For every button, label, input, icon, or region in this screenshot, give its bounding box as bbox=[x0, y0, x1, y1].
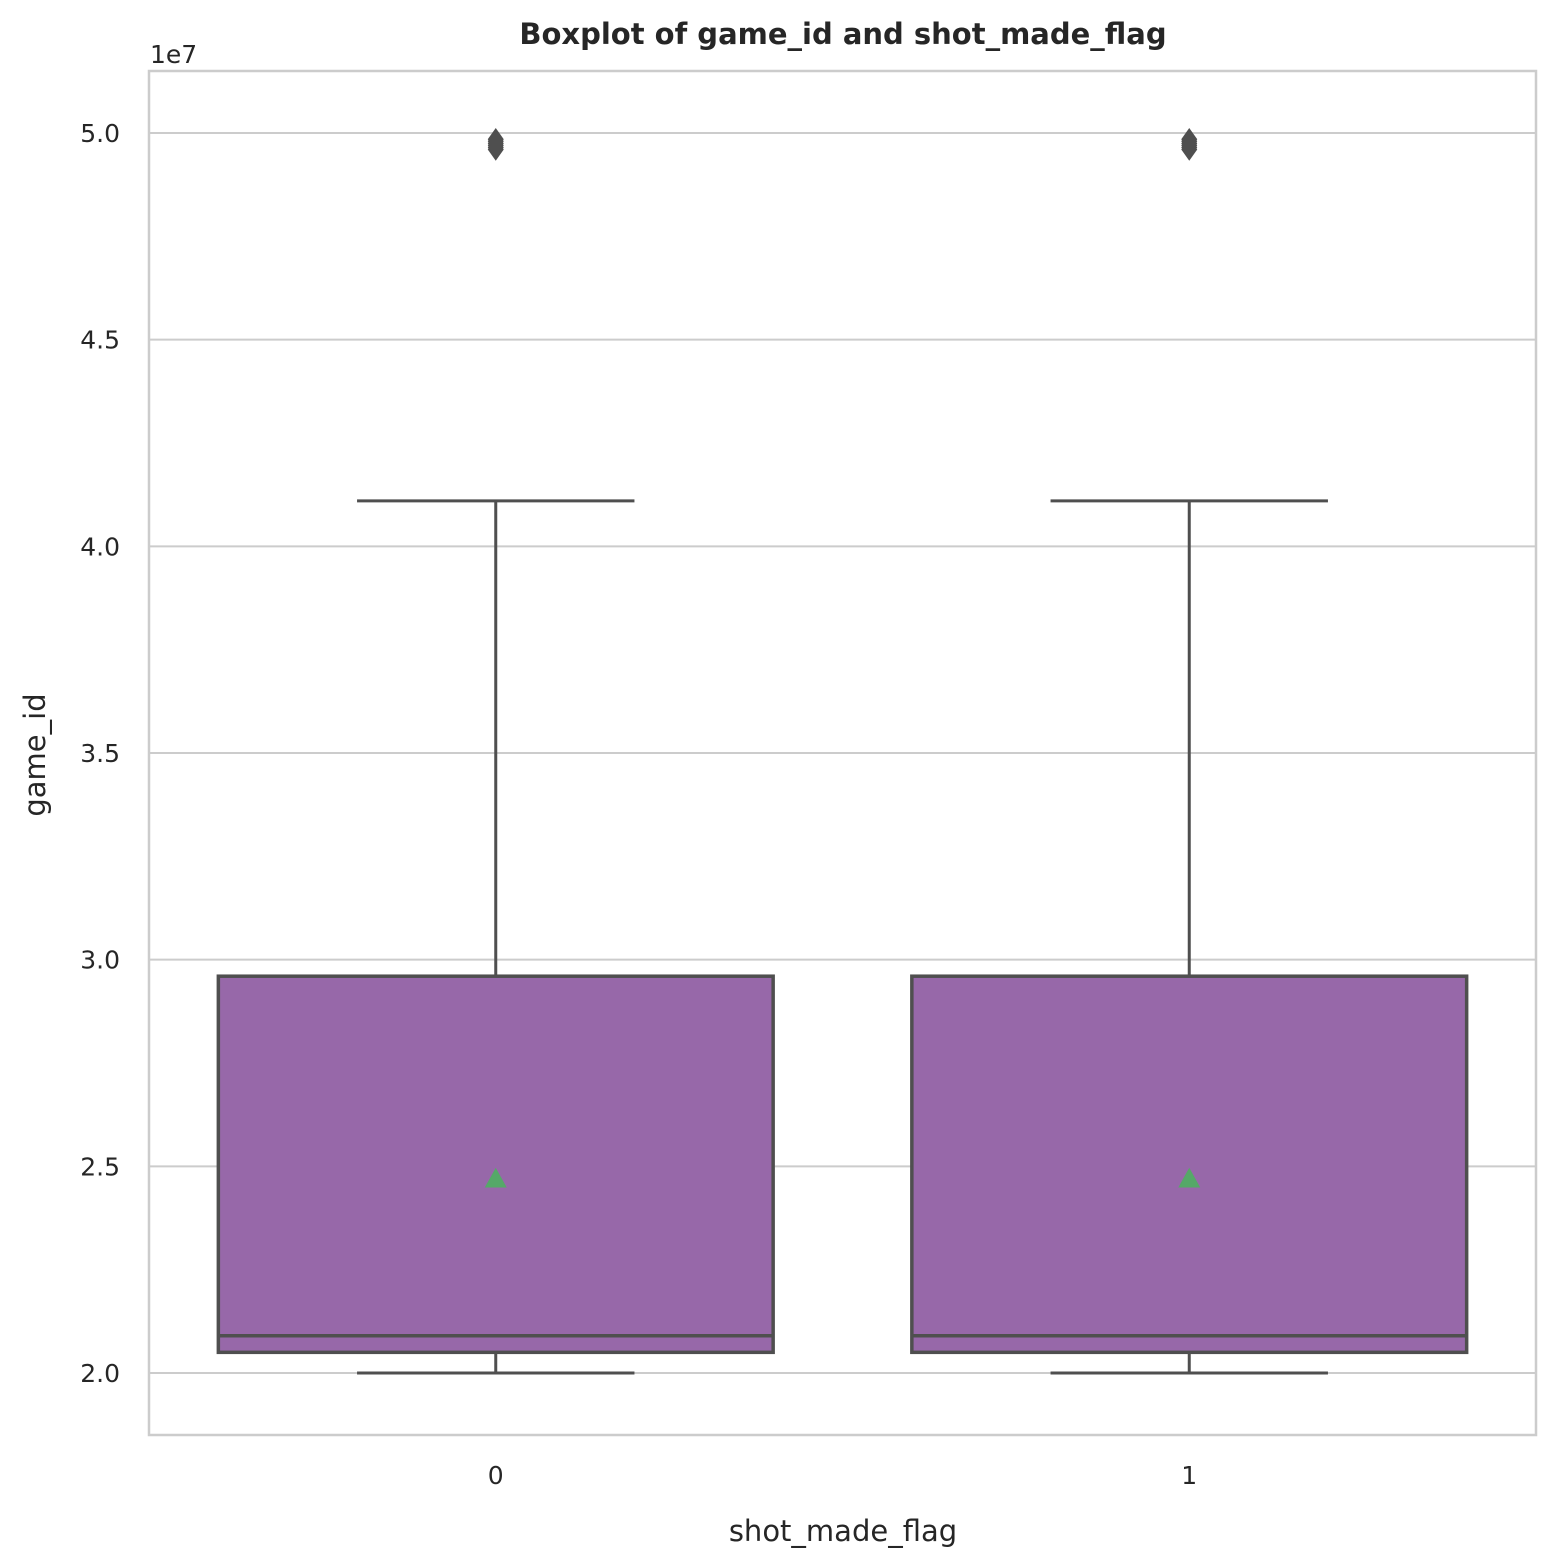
x-tick-label: 1 bbox=[1181, 1461, 1197, 1490]
plot-frame bbox=[147, 69, 1538, 1437]
y-tick-label: 2.0 bbox=[80, 1359, 120, 1388]
mean-marker bbox=[484, 1167, 507, 1188]
box-group-0 bbox=[216, 128, 775, 1375]
outlier-point bbox=[487, 128, 504, 151]
y-axis-label: game_id bbox=[18, 693, 52, 816]
y-tick-label: 2.5 bbox=[80, 1152, 120, 1181]
y-tick-labels: 2.0 2.5 3.0 3.5 4.0 4.5 5.0 bbox=[80, 119, 120, 1388]
y-tick-label: 3.0 bbox=[80, 946, 120, 975]
x-axis-label: shot_made_flag bbox=[729, 1514, 957, 1548]
boxes bbox=[216, 128, 1469, 1375]
y-axis-offset-label: 1e7 bbox=[150, 40, 197, 69]
box-group-1 bbox=[910, 128, 1469, 1375]
box-iqr bbox=[910, 974, 1469, 1355]
y-tick-label: 4.0 bbox=[80, 532, 120, 561]
box-iqr bbox=[216, 974, 775, 1355]
y-tick-label: 5.0 bbox=[80, 119, 120, 148]
x-tick-label: 0 bbox=[488, 1461, 504, 1490]
y-tick-label: 3.5 bbox=[80, 739, 120, 768]
outlier-point bbox=[1181, 128, 1198, 151]
chart-title: Boxplot of game_id and shot_made_flag bbox=[519, 17, 1166, 51]
mean-marker bbox=[1178, 1167, 1201, 1188]
y-tick-label: 4.5 bbox=[80, 326, 120, 355]
